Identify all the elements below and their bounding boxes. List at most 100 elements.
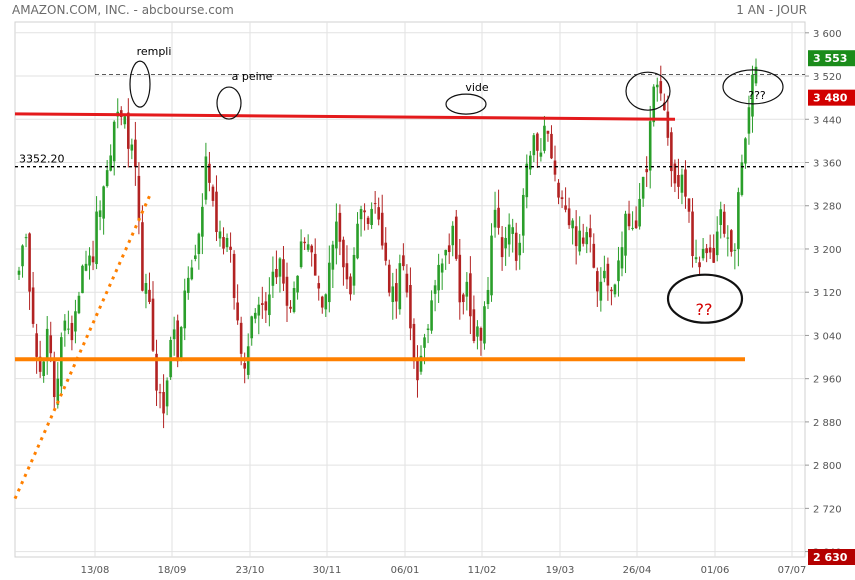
candle-body	[310, 245, 313, 253]
candle-body	[77, 295, 81, 314]
candle-body	[303, 241, 306, 244]
candle-body	[24, 237, 28, 239]
candle-body	[543, 125, 546, 151]
candle-body	[352, 254, 356, 286]
candle-body	[338, 212, 342, 242]
candle-body	[398, 263, 402, 310]
candle-body	[299, 241, 303, 268]
candle-body	[317, 283, 321, 289]
candle-body	[306, 244, 310, 250]
candle-body	[289, 306, 292, 309]
candle-body	[380, 212, 384, 246]
price-badge-label: 3 480	[813, 92, 848, 105]
candle-body	[278, 258, 282, 277]
candle-body	[412, 323, 416, 362]
candle-body	[719, 209, 723, 225]
candle-body	[95, 211, 98, 265]
candle-body	[201, 206, 204, 237]
candle-body	[405, 273, 409, 293]
candle-body	[564, 205, 567, 210]
candle-body	[384, 242, 388, 261]
candle-body	[585, 232, 589, 245]
candle-body	[444, 249, 447, 256]
candle-body	[313, 253, 317, 276]
candle-body	[162, 391, 165, 414]
candle-body	[673, 163, 677, 184]
price-badge-label: 3 553	[813, 52, 847, 65]
y-tick-label: 2 800	[813, 461, 842, 472]
candle-body	[239, 322, 243, 354]
x-tick-label: 30/11	[313, 565, 342, 576]
candle-body	[243, 363, 246, 369]
x-tick-label: 11/02	[468, 565, 497, 576]
candle-body	[42, 361, 45, 376]
candle-body	[366, 217, 370, 224]
candle-body	[648, 121, 652, 171]
candle-body	[546, 130, 550, 134]
candle-body	[483, 306, 486, 344]
candle-body	[479, 328, 483, 341]
candle-body	[560, 197, 564, 200]
candle-body	[74, 311, 77, 332]
candle-body	[151, 298, 155, 351]
candle-body	[490, 235, 493, 296]
x-tick-label: 06/01	[391, 565, 420, 576]
annotation-ellipse	[722, 69, 784, 105]
candle-body	[70, 322, 74, 341]
candle-body	[521, 194, 525, 236]
candle-body	[603, 270, 606, 279]
candle-body	[652, 86, 656, 123]
candle-body	[578, 230, 581, 252]
annotation-ellipse	[216, 86, 242, 120]
candle-body	[437, 264, 440, 291]
candle-body	[91, 256, 95, 263]
candle-body	[740, 162, 744, 195]
candle-body	[596, 271, 599, 292]
candle-body	[250, 316, 254, 339]
y-tick-label: 3 280	[813, 202, 842, 213]
candle-body	[553, 160, 557, 175]
candle-body	[21, 245, 24, 267]
annotation-label: vide	[465, 81, 489, 94]
candle-body	[328, 262, 331, 303]
candle-body	[158, 392, 162, 394]
candle-body	[88, 255, 91, 266]
candle-body	[232, 253, 236, 298]
candle-body	[194, 255, 197, 259]
candle-body	[712, 247, 715, 263]
annotation-ellipse	[129, 60, 151, 108]
candle-body	[342, 239, 345, 268]
candle-body	[165, 380, 169, 407]
candle-body	[715, 231, 719, 256]
candle-body	[134, 139, 137, 168]
candle-body	[599, 281, 603, 301]
x-tick-label: 26/04	[623, 565, 652, 576]
candle-body	[426, 328, 430, 331]
candle-body	[458, 254, 462, 303]
candle-body	[634, 220, 638, 229]
candle-body	[197, 233, 201, 255]
candle-body	[670, 132, 673, 172]
candle-body	[183, 290, 187, 329]
candle-body	[391, 286, 395, 303]
y-tick-label: 3 200	[813, 245, 842, 256]
candle-body	[493, 209, 497, 228]
annotation-ellipse	[666, 273, 744, 324]
candle-body	[31, 287, 35, 324]
candle-body	[190, 267, 194, 280]
candle-body	[363, 210, 366, 213]
candle-body	[645, 169, 648, 173]
candle-body	[638, 198, 641, 227]
candle-body	[733, 249, 737, 251]
candle-body	[592, 243, 596, 268]
candle-body	[144, 283, 148, 294]
candle-body	[292, 288, 296, 312]
candle-body	[518, 242, 522, 256]
candle-body	[737, 192, 740, 250]
y-tick-label: 3 600	[813, 29, 842, 40]
candle-body	[705, 248, 708, 254]
candle-body	[532, 135, 536, 156]
candle-body	[419, 355, 423, 372]
y-tick-label: 3 360	[813, 159, 842, 170]
